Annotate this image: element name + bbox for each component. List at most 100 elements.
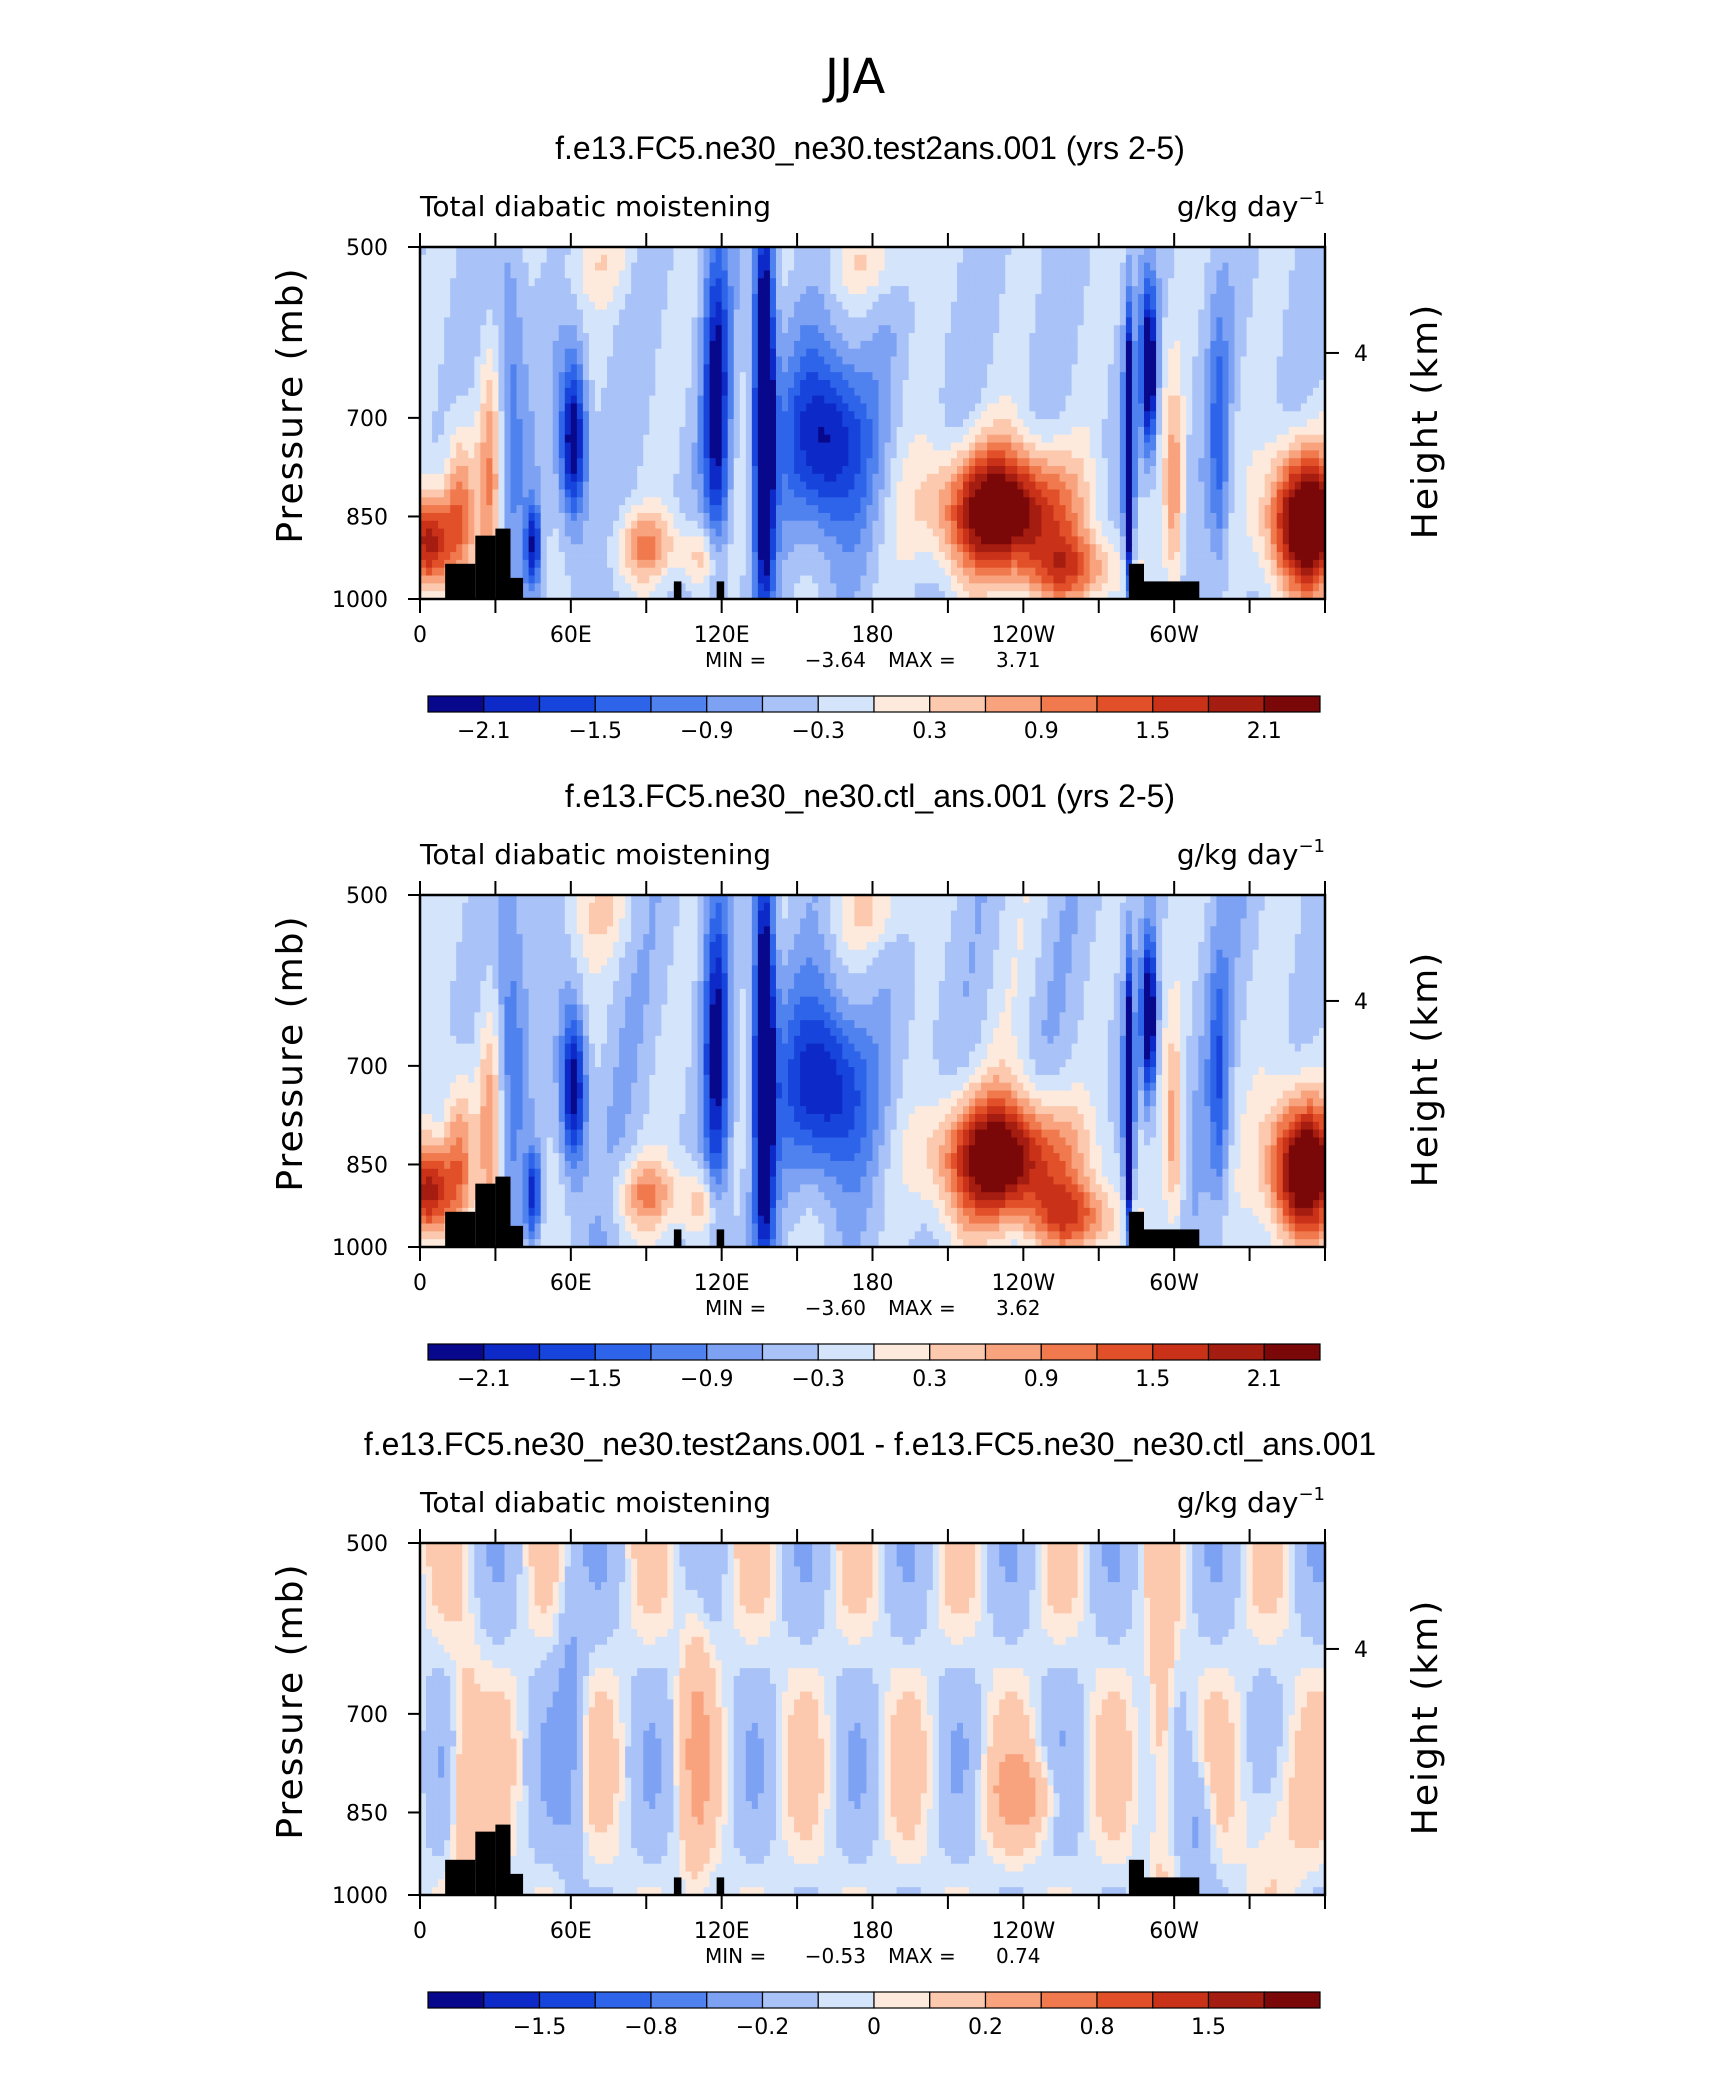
field-cell: [1186, 442, 1193, 451]
field-cell: [1174, 372, 1181, 381]
field-cell: [987, 325, 994, 334]
field-cell: [582, 286, 590, 295]
field-cell: [854, 364, 862, 373]
field-cell: [432, 325, 439, 334]
field-cell: [504, 450, 512, 459]
field-cell: [1294, 348, 1302, 358]
field-cell: [884, 379, 892, 389]
field-cell: [800, 333, 807, 342]
field-cell: [1011, 293, 1018, 303]
field-cell: [1107, 309, 1115, 318]
field-cell: [757, 411, 765, 420]
field-cell: [637, 426, 644, 436]
field-cell: [751, 333, 759, 342]
field-cell: [975, 364, 982, 373]
field-cell: [691, 340, 699, 350]
field-cell: [1156, 473, 1163, 483]
field-cell: [426, 348, 433, 358]
field-cell: [920, 364, 928, 373]
field-cell: [426, 364, 433, 373]
field-cell: [908, 497, 916, 506]
field-cell: [981, 348, 988, 358]
field-cell: [956, 489, 964, 498]
field-cell: [1306, 450, 1314, 459]
field-cell: [691, 481, 699, 491]
field-cell: [534, 247, 542, 256]
field-cell: [733, 317, 741, 326]
field-cell: [1216, 466, 1224, 475]
field-cell: [969, 497, 976, 506]
field-cell: [848, 356, 855, 365]
field-cell: [564, 426, 572, 436]
field-cell: [588, 403, 596, 412]
field-cell: [1264, 286, 1272, 295]
field-cell: [570, 466, 578, 475]
field-cell: [878, 278, 886, 287]
field-cell: [745, 411, 753, 420]
field-cell: [631, 419, 638, 428]
field-cell: [721, 247, 729, 256]
field-cell: [1077, 348, 1085, 358]
field-cell: [721, 333, 729, 342]
field-cell: [1137, 278, 1145, 287]
field-cell: [860, 387, 868, 397]
field-cell: [727, 403, 735, 412]
field-cell: [432, 434, 439, 444]
field-cell: [926, 262, 934, 272]
field-cell: [1095, 473, 1103, 483]
field-cell: [1023, 450, 1030, 459]
field-cell: [1288, 301, 1296, 311]
field-cell: [1083, 254, 1091, 264]
field-cell: [769, 458, 777, 467]
field-cell: [1131, 293, 1139, 303]
field-cell: [474, 489, 481, 498]
field-cell: [999, 497, 1006, 506]
field-cell: [890, 270, 898, 279]
field-cell: [522, 262, 530, 272]
field-cell: [570, 325, 578, 334]
field-cell: [1137, 395, 1145, 405]
field-cell: [999, 442, 1006, 451]
field-cell: [625, 434, 632, 444]
field-cell: [975, 481, 982, 491]
field-cell: [1186, 372, 1193, 381]
field-cell: [1041, 364, 1049, 373]
field-cell: [920, 247, 928, 256]
field-cell: [1059, 426, 1067, 436]
field-cell: [438, 379, 445, 389]
field-cell: [872, 411, 880, 420]
field-cell: [932, 278, 940, 287]
field-cell: [667, 254, 674, 264]
field-cell: [963, 278, 970, 287]
field-cell: [450, 278, 457, 287]
field-cell: [558, 278, 566, 287]
field-cell: [775, 348, 783, 358]
field-cell: [432, 270, 439, 279]
field-cell: [806, 403, 813, 412]
field-cell: [498, 372, 506, 381]
field-cell: [824, 333, 831, 342]
field-cell: [588, 348, 596, 358]
field-cell: [812, 325, 819, 334]
field-cell: [1180, 372, 1187, 381]
field-cell: [1156, 333, 1163, 342]
field-cell: [1017, 309, 1024, 318]
field-cell: [486, 348, 493, 358]
field-cell: [950, 325, 958, 334]
field-cell: [691, 372, 699, 381]
field-cell: [486, 473, 493, 483]
field-cell: [956, 348, 964, 358]
field-cell: [450, 348, 457, 358]
field-cell: [1053, 254, 1061, 264]
field-cell: [1252, 419, 1260, 428]
field-cell: [944, 356, 952, 365]
field-cell: [715, 278, 723, 287]
field-cell: [1192, 403, 1199, 412]
field-cell: [1047, 497, 1055, 506]
field-cell: [745, 489, 753, 498]
field-cell: [1113, 333, 1121, 342]
field-cell: [1005, 481, 1012, 491]
field-cell: [1252, 270, 1260, 279]
field-cell: [715, 379, 723, 389]
field-cell: [739, 317, 747, 326]
